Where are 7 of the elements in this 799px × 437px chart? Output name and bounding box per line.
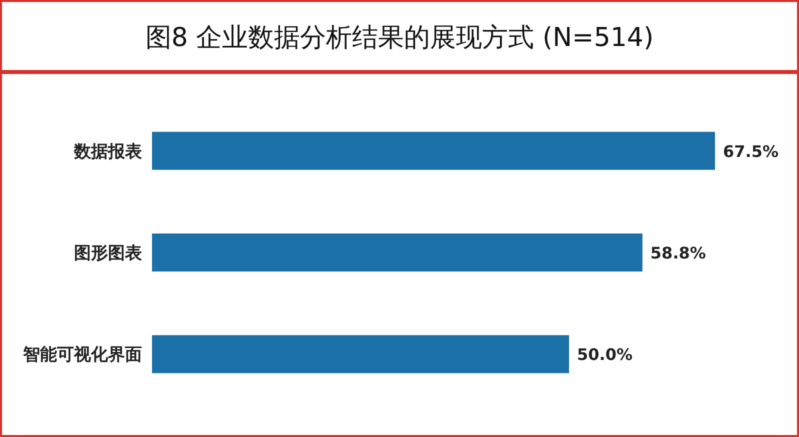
data-label: 50.0% <box>577 345 633 364</box>
y-tick-label: 智能可视化界面 <box>22 345 142 366</box>
data-label: 58.8% <box>650 244 706 262</box>
y-tick-label: 数据报表 <box>73 142 143 162</box>
data-label: 67.5% <box>723 142 779 161</box>
chart-title: 图8 企业数据分析结果的展现方式 (N=514) <box>145 23 654 53</box>
y-tick-label: 图形图表 <box>74 244 143 264</box>
